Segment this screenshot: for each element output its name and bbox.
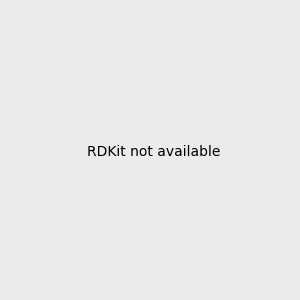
Text: RDKit not available: RDKit not available: [87, 145, 220, 158]
